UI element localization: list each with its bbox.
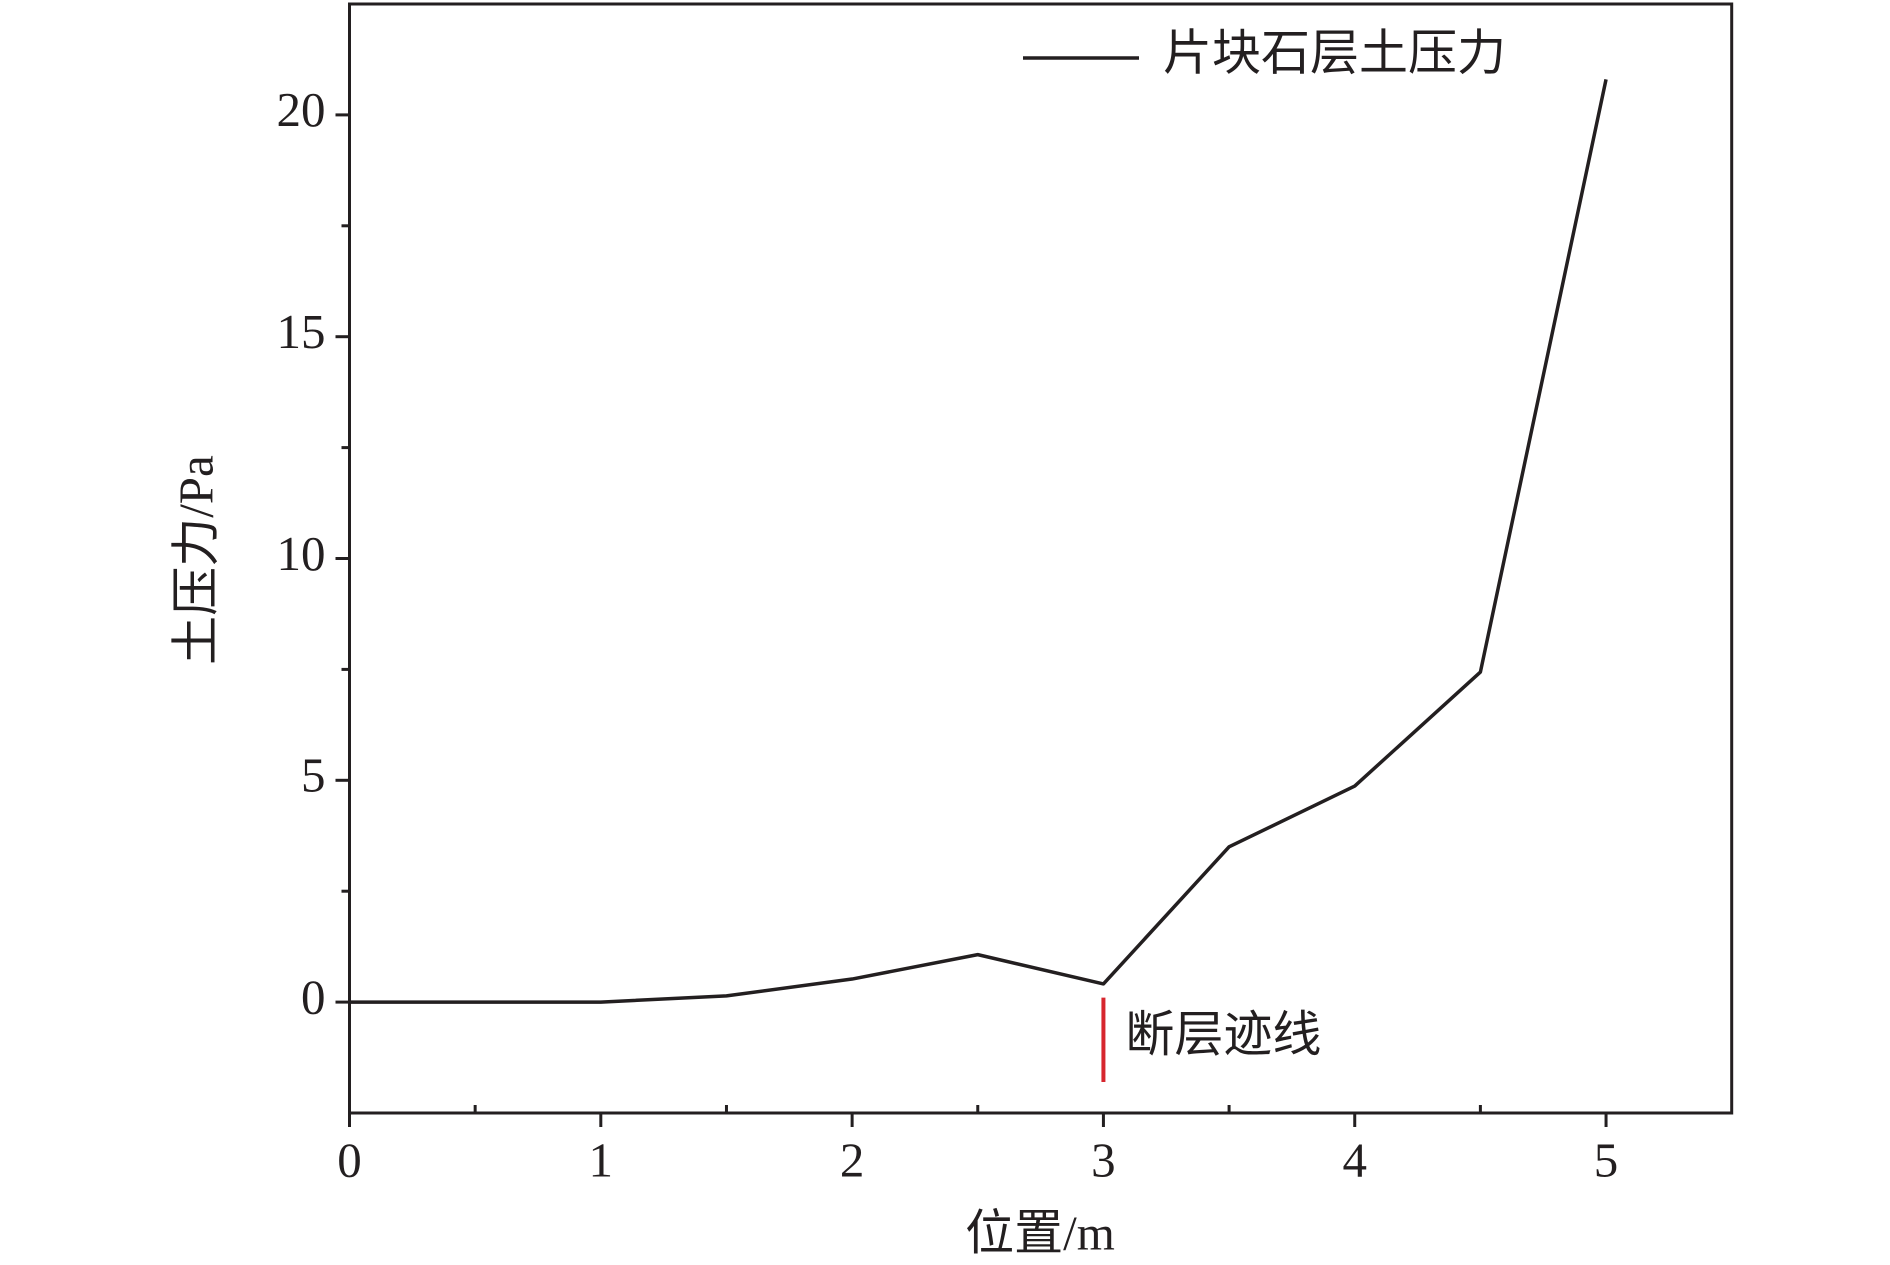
y-tick-label: 15 (277, 304, 326, 359)
x-tick-label: 0 (337, 1132, 362, 1187)
x-tick-label: 5 (1594, 1132, 1619, 1187)
annotation-text: 断层迹线 (1125, 1007, 1321, 1062)
y-tick-label: 5 (301, 748, 326, 803)
y-tick-label: 10 (277, 526, 326, 581)
plot-frame (348, 2, 1734, 1115)
x-tick-label: 3 (1091, 1132, 1116, 1187)
legend-label: 片块石层土压力 (1163, 25, 1506, 80)
data-line (349, 79, 1608, 1004)
x-tick-label: 1 (589, 1132, 614, 1187)
y-axis-label: 土压力/Pa (168, 455, 223, 665)
x-tick-label: 2 (840, 1132, 865, 1187)
x-axis-label: 位置/m (965, 1205, 1115, 1260)
x-tick-label: 4 (1342, 1132, 1367, 1187)
y-tick-label: 20 (277, 82, 326, 137)
y-tick-label: 0 (301, 969, 326, 1024)
